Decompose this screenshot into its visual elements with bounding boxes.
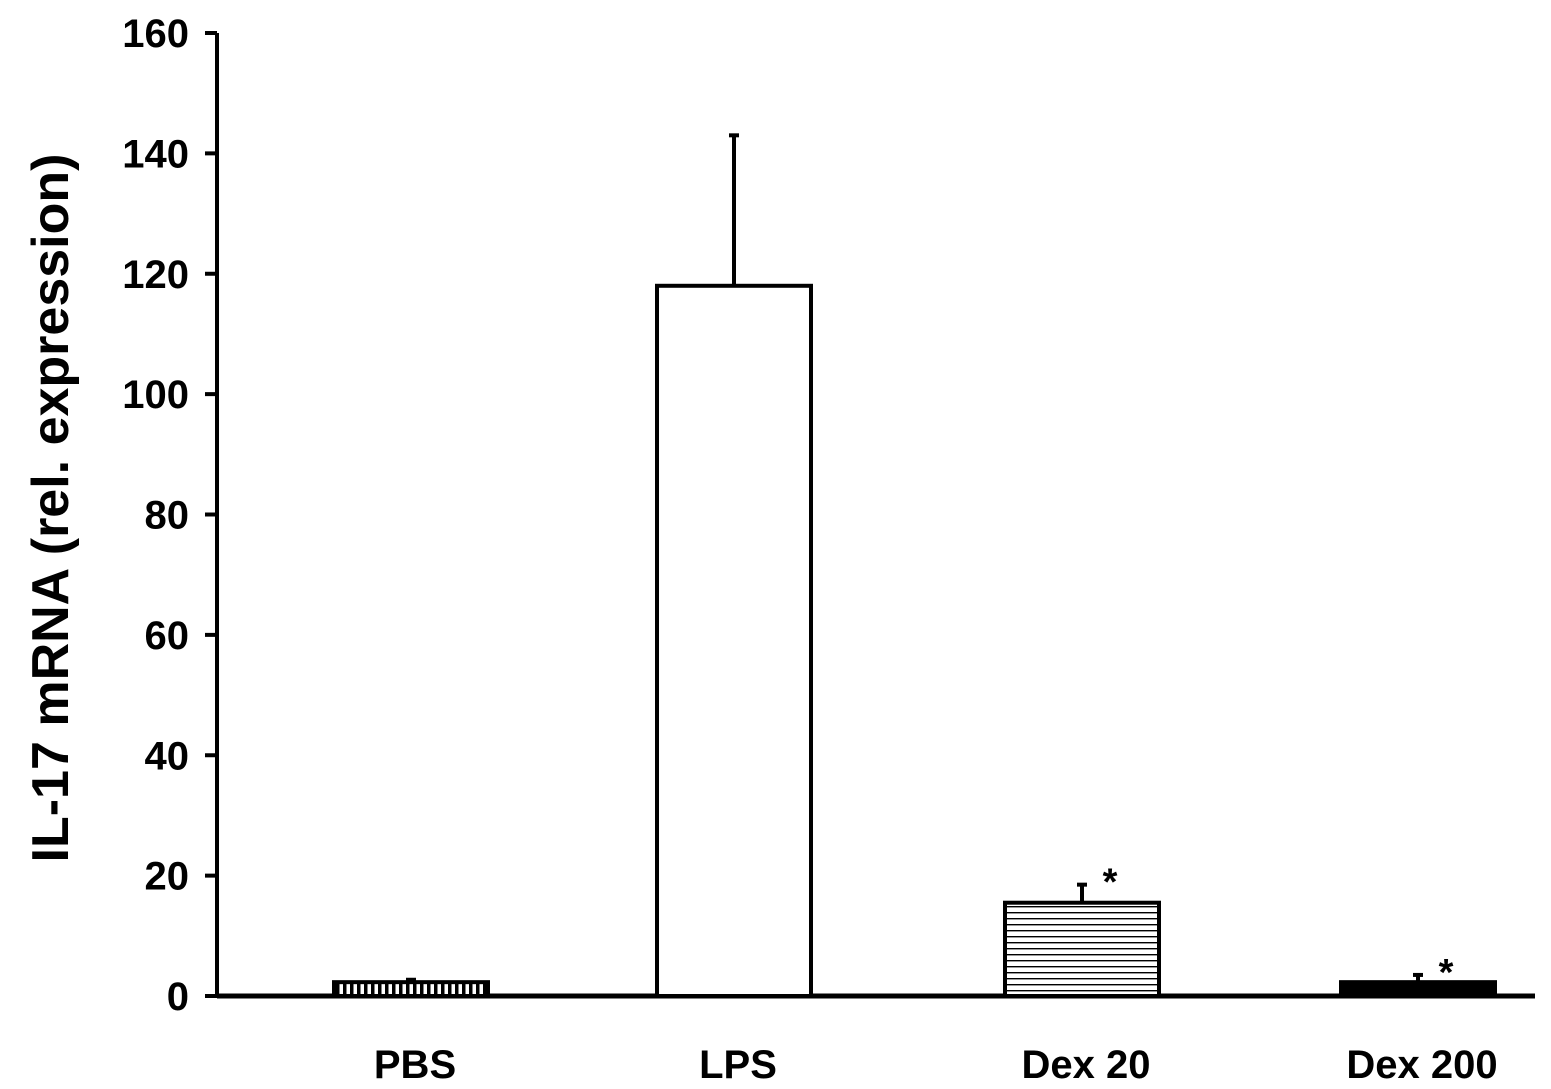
bar-lps	[655, 283, 813, 999]
significance-marker: *	[1439, 952, 1454, 994]
category-label: Dex 200	[1346, 1043, 1497, 1087]
y-tick-label: 60	[145, 614, 190, 658]
y-tick-label: 140	[122, 132, 189, 176]
bar-pbs	[332, 980, 490, 998]
y-tick-label: 100	[122, 373, 189, 417]
bar-dex-200	[1339, 980, 1497, 998]
category-label: LPS	[699, 1043, 777, 1087]
y-tick-label: 20	[145, 855, 190, 899]
significance-marker: *	[1103, 862, 1118, 904]
category-labels: PBS LPS Dex 20 Dex 200	[374, 1043, 1498, 1087]
annotations: **	[1103, 862, 1454, 994]
category-label: Dex 20	[1022, 1043, 1151, 1087]
y-axis-label: IL-17 mRNA (rel. expression)	[22, 154, 80, 863]
y-tick-label: 80	[145, 494, 190, 538]
y-tick-label: 40	[145, 734, 190, 778]
category-label: PBS	[374, 1043, 456, 1087]
bars	[332, 283, 1497, 999]
y-tick-label: 120	[122, 253, 189, 297]
y-axis: 0 20 40 60 80 100 120 140 160	[122, 12, 219, 1019]
error-bars	[406, 133, 1423, 983]
y-tick-label: 0	[167, 975, 189, 1019]
y-tick-label: 160	[122, 12, 189, 56]
bar-dex-20	[1003, 900, 1161, 998]
